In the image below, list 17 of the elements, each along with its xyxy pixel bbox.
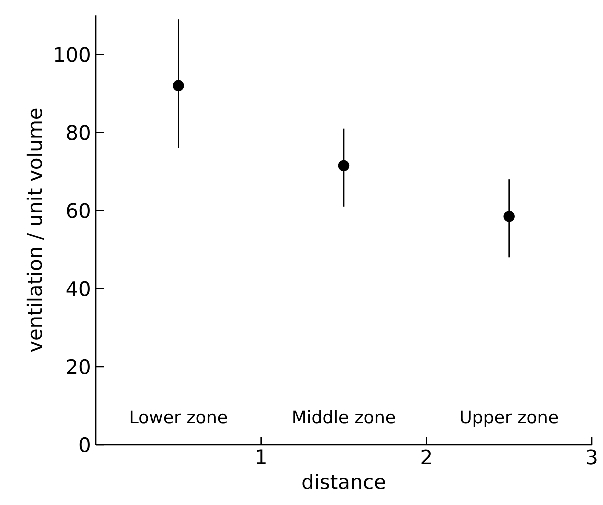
x-tick-label: 1 xyxy=(257,450,266,464)
annotation: Upper zone xyxy=(461,410,558,428)
annotation: Lower zone xyxy=(130,410,228,424)
y-tick-label: 100 xyxy=(55,47,90,62)
y-tick-label: 60 xyxy=(67,203,90,218)
y-axis-title: ventilation / unit volume xyxy=(26,108,44,352)
x-tick-label: 2 xyxy=(422,450,432,465)
y-tick-label: 40 xyxy=(66,281,90,296)
y-tick-label: 80 xyxy=(67,125,90,140)
annotation: Middle zone xyxy=(294,410,396,424)
x-axis-title: distance xyxy=(302,474,386,490)
point xyxy=(504,211,515,222)
y-tick-label: 0 xyxy=(80,437,90,453)
point xyxy=(173,80,184,92)
point xyxy=(338,160,350,172)
y-tick-label: 20 xyxy=(67,359,90,374)
x-tick-label: 3 xyxy=(587,450,597,465)
